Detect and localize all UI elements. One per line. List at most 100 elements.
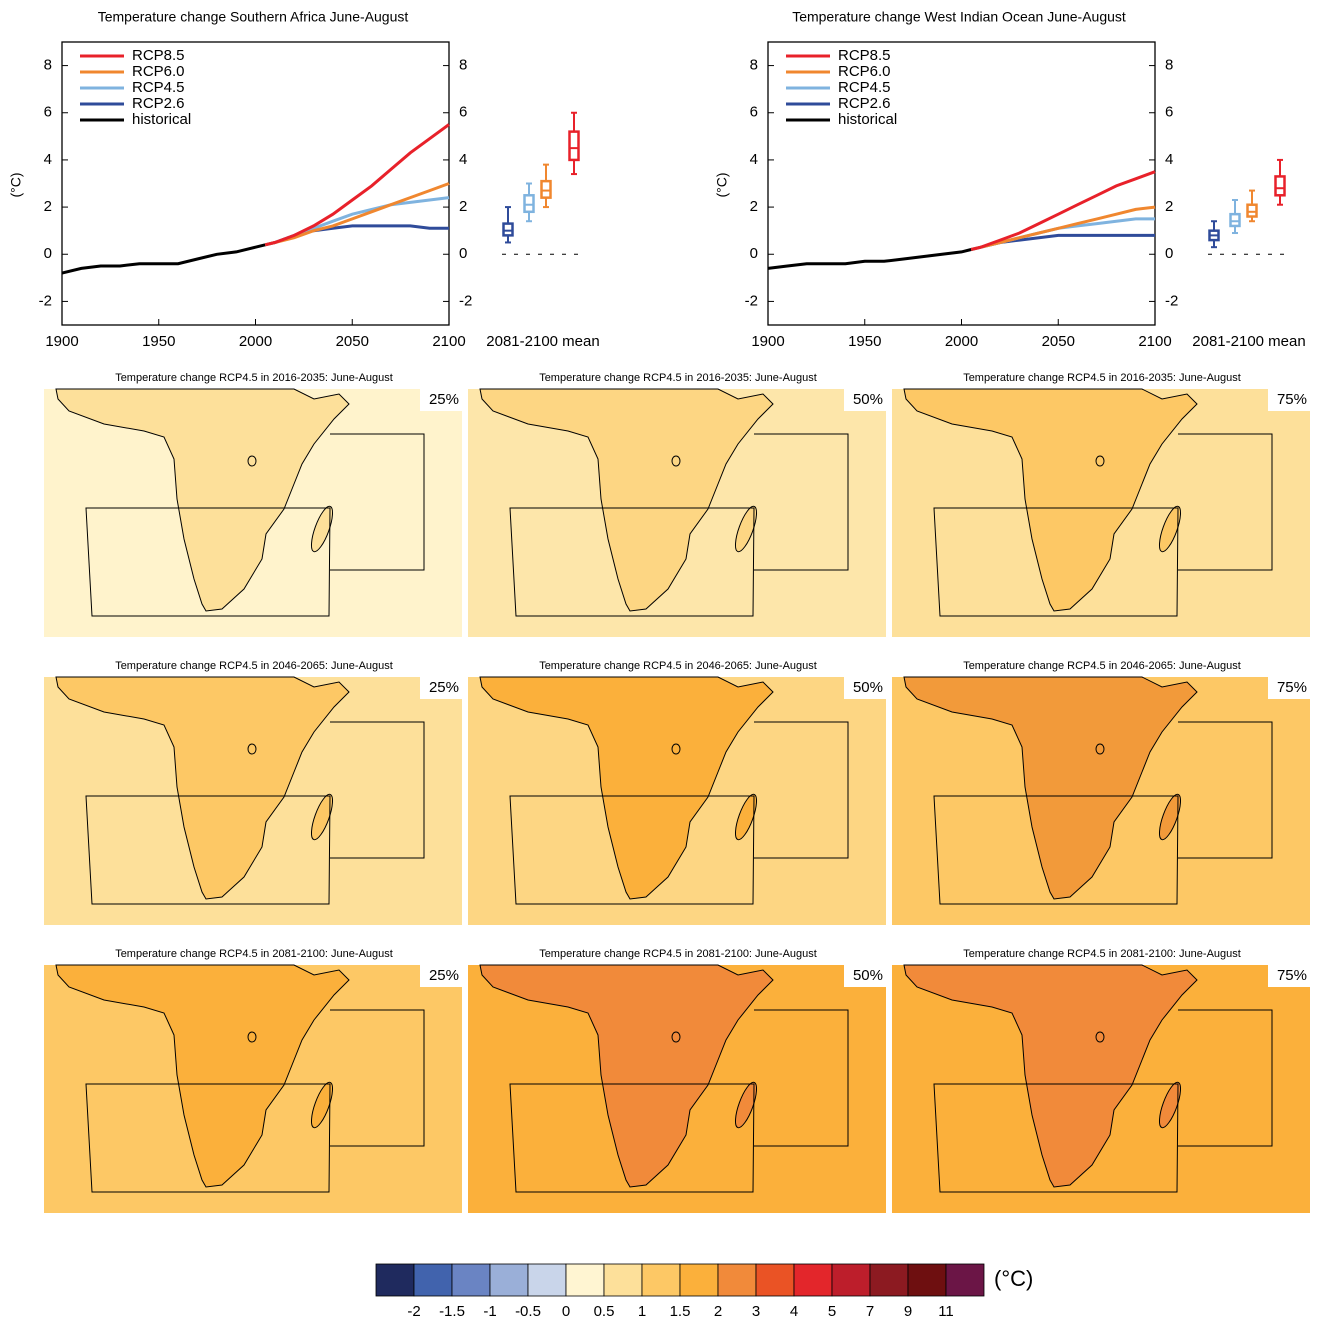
map-panel: 75% xyxy=(892,676,1310,925)
colorbar-cell xyxy=(679,1263,719,1297)
y-tick-label: -2 xyxy=(745,292,758,309)
region-box xyxy=(85,507,331,617)
percentile-label: 75% xyxy=(1277,967,1307,984)
map-land xyxy=(479,388,774,612)
region-box xyxy=(933,507,1179,617)
percentile-label: 25% xyxy=(429,391,459,408)
percentile-bg xyxy=(420,677,462,699)
map-land xyxy=(55,388,350,612)
colorbar-label: 1 xyxy=(638,1303,646,1320)
lake xyxy=(247,1031,257,1043)
box-body xyxy=(1229,212,1241,228)
map-panel: 50% xyxy=(468,388,886,637)
x-tick-label: 2100 xyxy=(1138,333,1171,350)
map-title: Temperature change RCP4.5 in 2081-2100: … xyxy=(115,948,393,960)
chart-title: Temperature change Southern Africa June-… xyxy=(98,9,409,25)
y-tick-label: 0 xyxy=(1165,245,1173,262)
region-box xyxy=(85,795,331,905)
percentile-label: 25% xyxy=(429,679,459,696)
legend-label: historical xyxy=(838,111,897,128)
colorbar-cell xyxy=(451,1263,491,1297)
map-panel: 50% xyxy=(468,676,886,925)
y-axis-label: (°C) xyxy=(714,172,730,197)
map-title: Temperature change RCP4.5 in 2016-2035: … xyxy=(115,372,393,384)
y-tick-label: 6 xyxy=(459,104,467,121)
y-tick-label: 8 xyxy=(750,57,758,74)
colorbar-cell xyxy=(375,1263,415,1297)
legend-label: RCP2.6 xyxy=(838,95,891,112)
percentile-bg xyxy=(844,965,886,987)
region-box xyxy=(754,721,849,859)
lake xyxy=(1095,1031,1105,1043)
percentile-label: 50% xyxy=(853,967,883,984)
y-tick-label: 0 xyxy=(459,245,467,262)
madagascar xyxy=(734,505,758,553)
percentile-bg xyxy=(1268,677,1310,699)
colorbar-label: 0.5 xyxy=(594,1303,615,1320)
colorbar-label: -0.5 xyxy=(515,1303,541,1320)
colorbar-cell xyxy=(717,1263,757,1297)
legend-label: RCP8.5 xyxy=(838,47,891,64)
colorbar-label: 9 xyxy=(904,1303,912,1320)
lake xyxy=(247,743,257,755)
y-tick-label: 8 xyxy=(1165,57,1173,74)
percentile-bg xyxy=(420,965,462,987)
legend-label: historical xyxy=(132,111,191,128)
percentile-label: 75% xyxy=(1277,391,1307,408)
x-tick-label: 2050 xyxy=(1042,333,1075,350)
x-tick-label: 2000 xyxy=(239,333,272,350)
y-tick-label: 4 xyxy=(1165,151,1173,168)
colorbar-label: -2 xyxy=(407,1303,420,1320)
map-panel: 25% xyxy=(44,676,462,925)
percentile-bg xyxy=(420,389,462,411)
madagascar xyxy=(1158,793,1182,841)
map-land xyxy=(479,676,774,900)
colorbar-unit: (°C) xyxy=(994,1266,1033,1291)
region-box xyxy=(509,795,755,905)
box-body xyxy=(1246,203,1258,218)
colorbar-label: 1.5 xyxy=(670,1303,691,1320)
y-tick-label: 4 xyxy=(44,151,52,168)
lake xyxy=(1095,743,1105,755)
colorbar-cell xyxy=(869,1263,909,1297)
y-tick-label: 0 xyxy=(750,245,758,262)
region-box xyxy=(509,507,755,617)
map-land xyxy=(55,964,350,1188)
x-tick-label: 1900 xyxy=(751,333,784,350)
box-body xyxy=(502,222,514,237)
percentile-bg xyxy=(844,677,886,699)
percentile-bg xyxy=(1268,389,1310,411)
plot-frame xyxy=(61,41,450,326)
map-title: Temperature change RCP4.5 in 2016-2035: … xyxy=(963,372,1241,384)
map-title: Temperature change RCP4.5 in 2081-2100: … xyxy=(963,948,1241,960)
lake xyxy=(671,743,681,755)
colorbar-cell xyxy=(565,1263,605,1297)
region-box xyxy=(330,433,425,571)
map-panel: 75% xyxy=(892,964,1310,1213)
colorbar-cell xyxy=(413,1263,453,1297)
legend-label: RCP4.5 xyxy=(838,79,891,96)
y-tick-label: -2 xyxy=(39,292,52,309)
y-tick-label: 0 xyxy=(44,245,52,262)
colorbar-cell xyxy=(755,1263,795,1297)
region-box xyxy=(330,721,425,859)
lake xyxy=(671,1031,681,1043)
region-box xyxy=(1178,433,1273,571)
colorbar-label: 11 xyxy=(938,1303,954,1320)
box-body xyxy=(1274,175,1286,197)
madagascar xyxy=(1158,1081,1182,1129)
madagascar xyxy=(1158,505,1182,553)
colorbar-cell xyxy=(527,1263,567,1297)
percentile-label: 25% xyxy=(429,967,459,984)
series-line xyxy=(970,205,1156,251)
region-box xyxy=(509,1083,755,1193)
map-panel: 25% xyxy=(44,388,462,637)
map-title: Temperature change RCP4.5 in 2046-2065: … xyxy=(115,660,393,672)
map-panel: 25% xyxy=(44,964,462,1213)
colorbar-cell xyxy=(489,1263,529,1297)
madagascar xyxy=(310,505,334,553)
colorbar-cell xyxy=(945,1263,985,1297)
legend-label: RCP8.5 xyxy=(132,47,185,64)
